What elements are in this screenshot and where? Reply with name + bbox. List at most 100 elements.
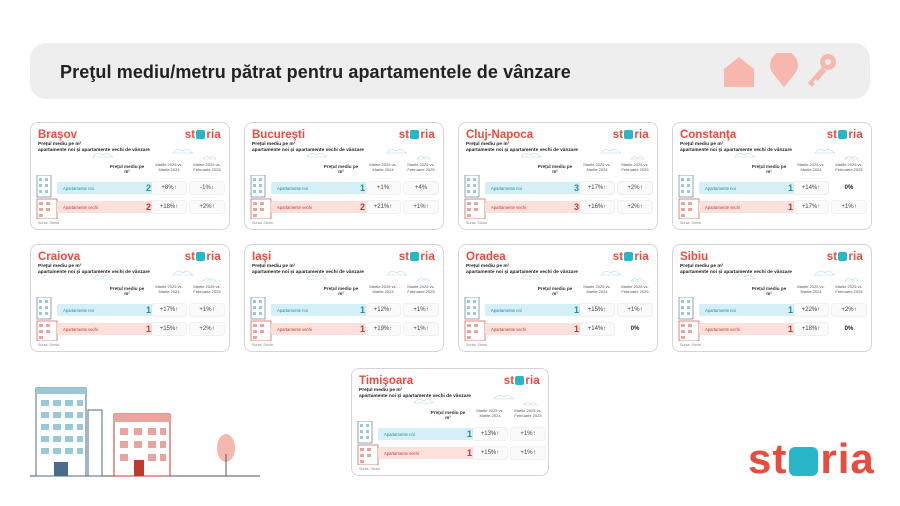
clouds-decoration (734, 148, 859, 160)
change-old-mom: 0% (618, 323, 652, 335)
logo-right: ria (848, 129, 863, 141)
city-name: Sibiu (680, 251, 709, 263)
column-header-price: Preţul mediu pe m² (751, 286, 787, 296)
source-note: Sursa: Storia (466, 343, 487, 347)
change-new-yoy: +15%↑ (580, 304, 614, 316)
change-old-yoy: +19%↑ (366, 323, 400, 335)
clouds-decoration (306, 148, 431, 160)
column-header-price: Preţul mediu pe m² (430, 410, 466, 420)
card-subtitle-2: apartamente noi şi apartamente vechi de … (466, 148, 578, 153)
clouds-decoration (413, 394, 538, 406)
row-label-vechi: Apartamente vechi (277, 327, 312, 332)
clouds-decoration (520, 270, 645, 282)
house-icon (724, 57, 754, 87)
clouds-decoration (92, 148, 217, 160)
change-new-mom: +1%↑ (190, 304, 224, 316)
change-old-yoy: +14%↑ (580, 323, 614, 335)
card-subtitle-2: apartamente noi şi apartamente vechi de … (38, 270, 150, 275)
change-old-yoy: +18%↑ (794, 323, 828, 335)
city-name: Craiova (38, 251, 81, 263)
row-label-noi: Apartamente noi (63, 186, 94, 191)
logo-right: ria (634, 251, 649, 263)
source-note: Sursa: Storia (359, 467, 380, 471)
location-pin-icon (770, 53, 798, 87)
city-card: Cluj-Napoca st ria Preţul mediu pe m² aparta… (458, 122, 658, 230)
change-new-mom: +2%↑ (618, 182, 652, 194)
change-old-yoy: +15%↑ (473, 447, 507, 459)
building-icon (678, 297, 700, 341)
column-header-yoy: Martie 2025 vs. Martie 2024 (155, 162, 183, 172)
row-label-noi: Apartamente noi (705, 308, 736, 313)
clouds-decoration (92, 270, 217, 282)
column-header-yoy: Martie 2025 vs. Martie 2024 (369, 284, 397, 294)
storia-logo-small: st ria (827, 129, 863, 141)
city-card: Oradea st ria Preţul mediu pe m² apartamente… (458, 244, 658, 352)
change-old-yoy: +17%↑ (794, 201, 828, 213)
city-card: Braşov st ria Preţul mediu pe m² apartamente… (30, 122, 230, 230)
logo-right: ria (206, 129, 221, 141)
storia-logo-small: st ria (613, 251, 649, 263)
city-name: Oradea (466, 251, 506, 263)
card-subtitle-2: apartamente noi şi apartamente vechi de … (359, 394, 471, 399)
row-label-vechi: Apartamente vechi (63, 205, 98, 210)
row-label-vechi: Apartamente vechi (705, 205, 740, 210)
change-old-yoy: +21%↑ (366, 201, 400, 213)
storia-logo-small: st ria (399, 251, 435, 263)
change-old-mom: +2%↑ (190, 201, 224, 213)
building-icon (464, 297, 486, 341)
source-note: Sursa: Storia (38, 221, 59, 225)
change-new-mom: 0% (832, 182, 866, 194)
logo-right: ria (634, 129, 649, 141)
clouds-decoration (306, 270, 431, 282)
column-header-price: Preţul mediu pe m² (323, 286, 359, 296)
city-card: Bucureşti st ria Preţul mediu pe m² apartame… (244, 122, 444, 230)
header-banner: Preţul mediu/metru pătrat pentru apartam… (30, 43, 870, 99)
column-header-yoy: Martie 2025 vs. Martie 2024 (476, 408, 504, 418)
change-new-yoy: +17%↑ (152, 304, 186, 316)
building-icon (357, 421, 379, 465)
page-title: Preţul mediu/metru pătrat pentru apartam… (60, 62, 571, 82)
header-icons (724, 53, 836, 87)
column-header-yoy: Martie 2025 vs. Martie 2024 (155, 284, 183, 294)
storia-logo-small: st ria (185, 129, 221, 141)
row-label-vechi: Apartamente vechi (705, 327, 740, 332)
column-header-mom: Martie 2025 vs. Februarie 2025 (621, 162, 649, 172)
row-label-noi: Apartamente noi (277, 186, 308, 191)
card-subtitle: Preţul mediu pe m² (252, 264, 296, 269)
clouds-decoration (734, 270, 859, 282)
city-card: Constanţa st ria Preţul mediu pe m² apartame… (672, 122, 872, 230)
card-subtitle: Preţul mediu pe m² (680, 142, 724, 147)
column-header-yoy: Martie 2025 vs. Martie 2024 (583, 284, 611, 294)
card-subtitle-2: apartamente noi şi apartamente vechi de … (252, 270, 364, 275)
card-subtitle-2: apartamente noi şi apartamente vechi de … (680, 148, 792, 153)
card-subtitle: Preţul mediu pe m² (680, 264, 724, 269)
row-label-noi: Apartamente noi (384, 432, 415, 437)
building-icon (464, 175, 486, 219)
change-new-mom: +1%↑ (618, 304, 652, 316)
card-subtitle-2: apartamente noi şi apartamente vechi de … (466, 270, 578, 275)
row-label-vechi: Apartamente vechi (491, 205, 526, 210)
key-icon (808, 54, 836, 87)
change-new-yoy: +1% (366, 182, 400, 194)
card-subtitle-2: apartamente noi şi apartamente vechi de … (38, 148, 150, 153)
building-icon (36, 175, 58, 219)
column-header-mom: Martie 2025 vs. Februarie 2025 (835, 284, 863, 294)
row-label-noi: Apartamente noi (491, 186, 522, 191)
logo-right: ria (420, 251, 435, 263)
change-old-yoy: +18%↑ (152, 201, 186, 213)
city-name: Timişoara (359, 375, 414, 387)
change-old-yoy: +15%↑ (152, 323, 186, 335)
storia-logo: st ria (748, 435, 875, 482)
city-name: Cluj-Napoca (466, 129, 534, 141)
column-header-price: Preţul mediu pe m² (109, 286, 145, 296)
logo-left: st (184, 129, 196, 141)
column-header-mom: Martie 2025 vs. Februarie 2025 (514, 408, 542, 418)
change-old-mom: +1%↑ (404, 323, 438, 335)
row-label-vechi: Apartamente vechi (63, 327, 98, 332)
card-subtitle: Preţul mediu pe m² (38, 264, 82, 269)
storia-logo-small: st ria (399, 129, 435, 141)
logo-right: ria (420, 129, 435, 141)
change-old-mom: +2%↑ (190, 323, 224, 335)
change-new-yoy: +12%↑ (366, 304, 400, 316)
city-name: Iaşi (252, 251, 272, 263)
